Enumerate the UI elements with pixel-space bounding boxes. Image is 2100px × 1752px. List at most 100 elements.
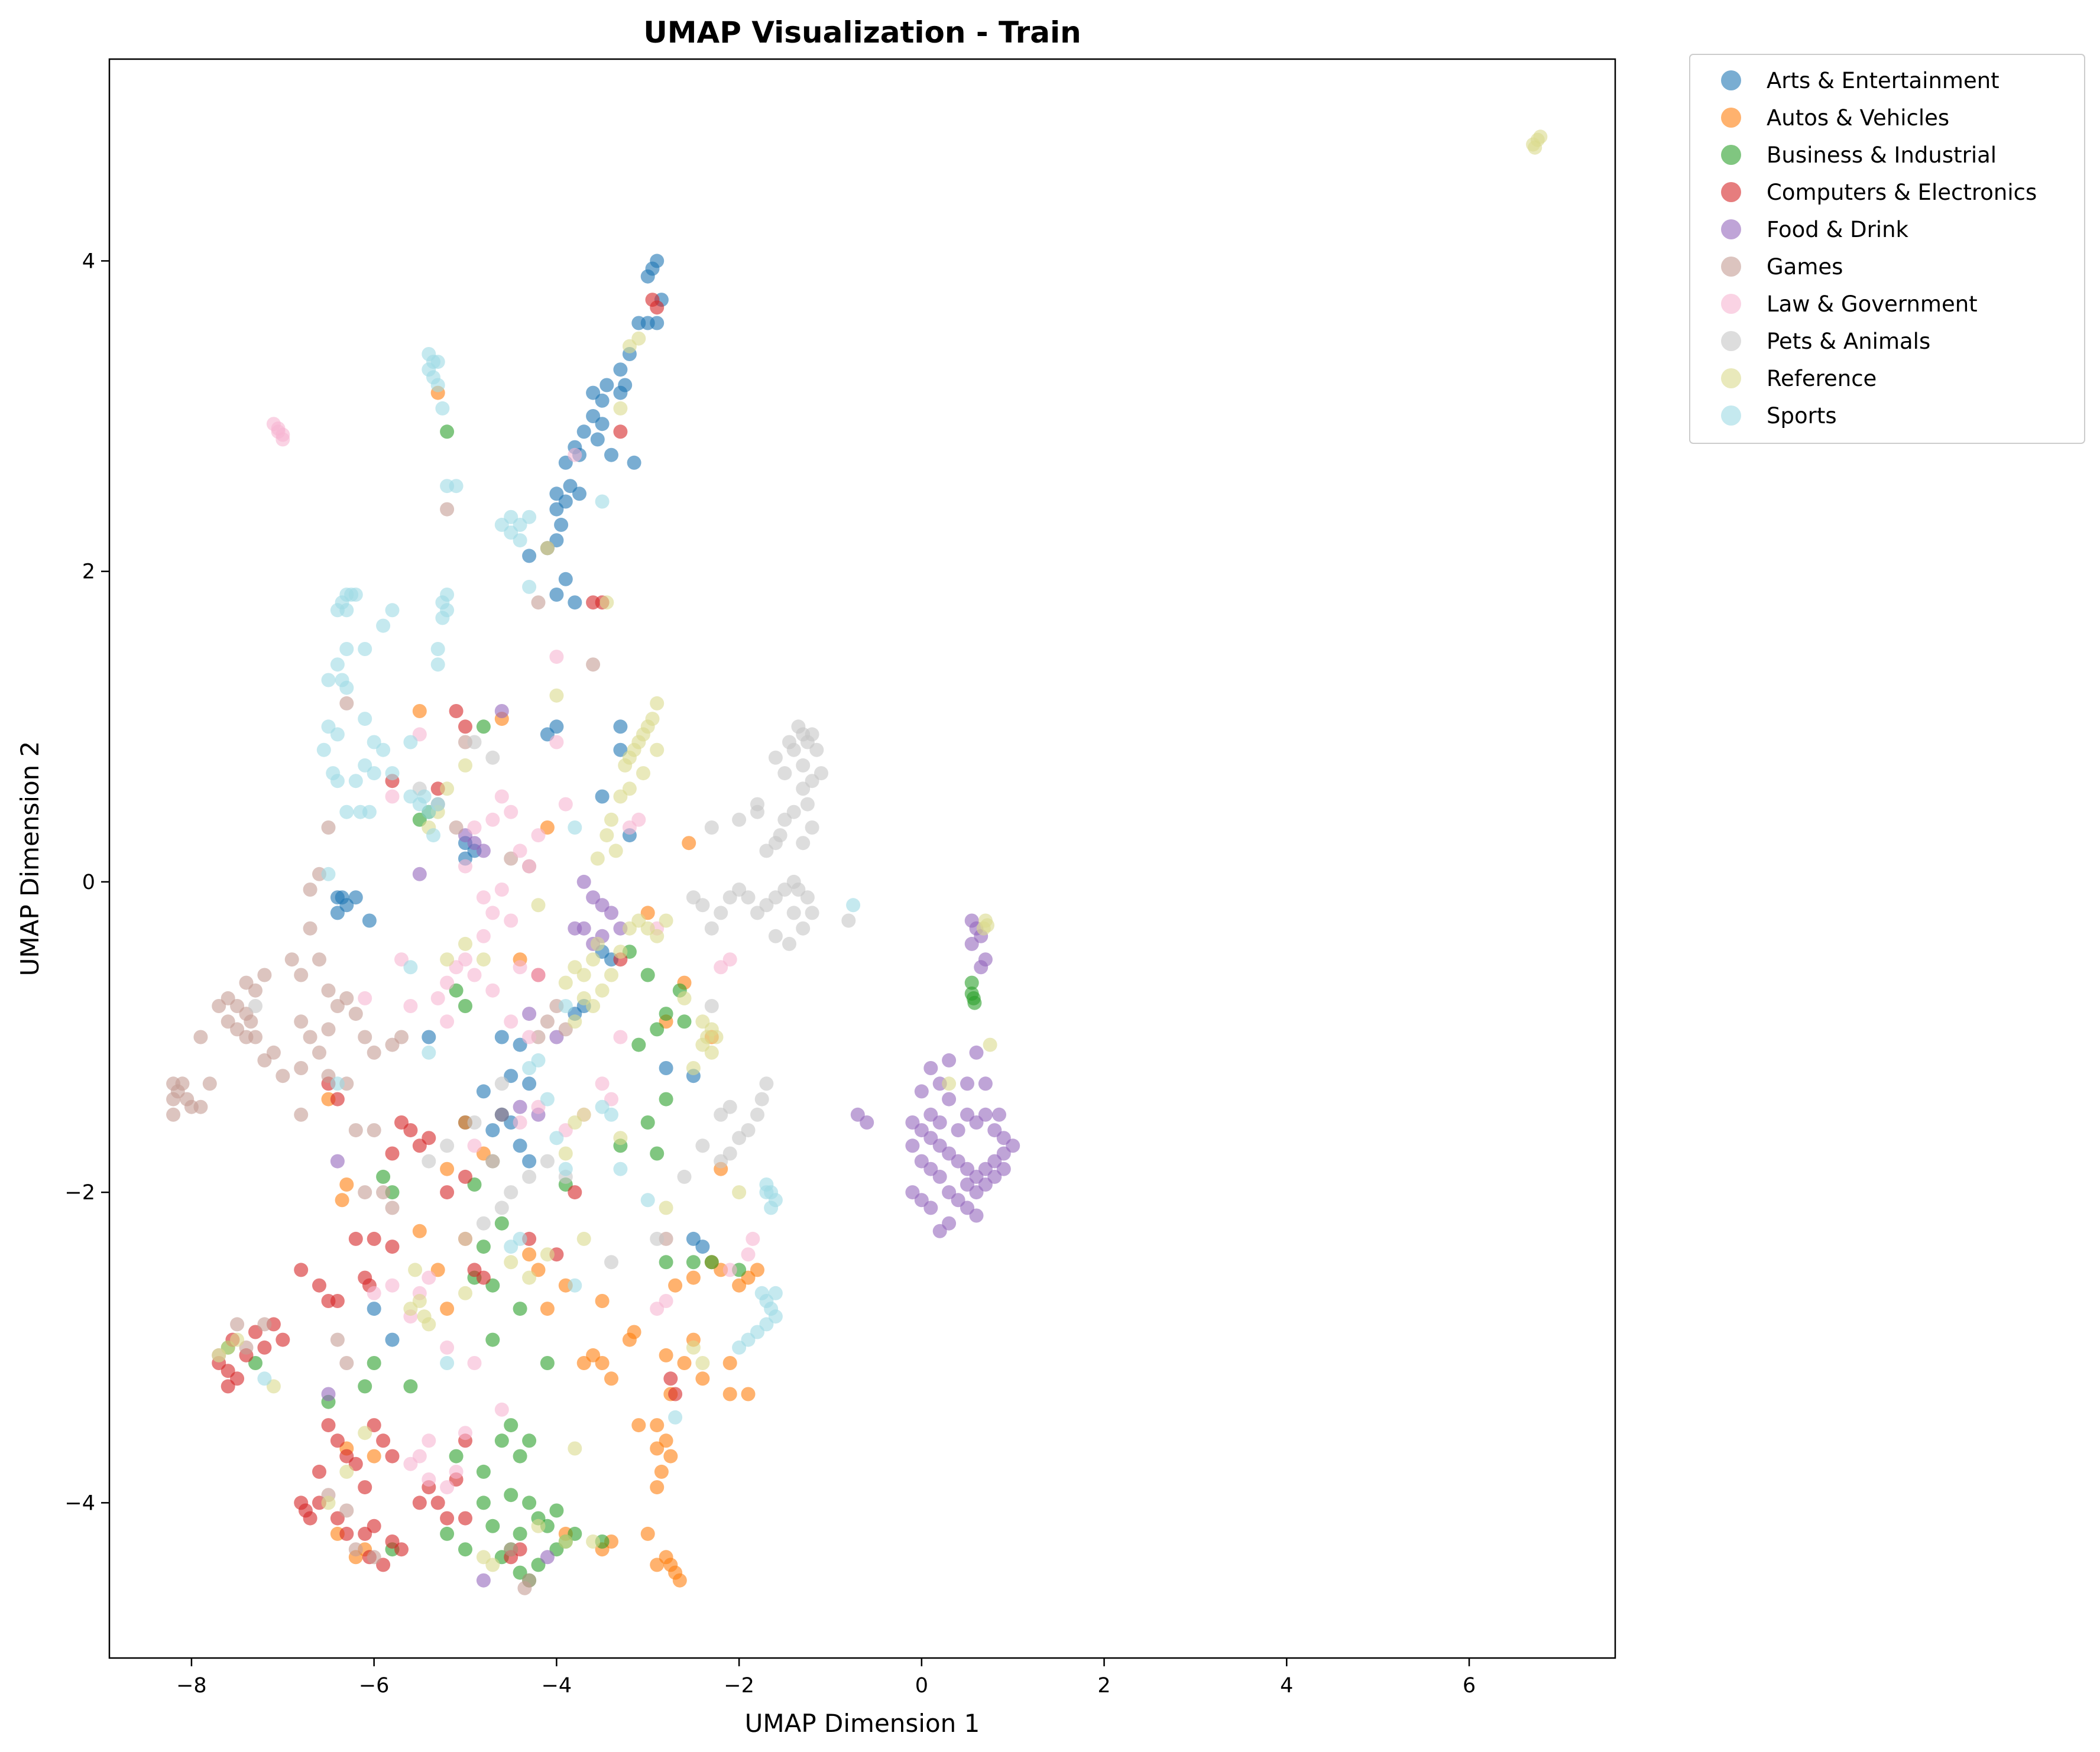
scatter-point	[750, 906, 764, 920]
scatter-point	[531, 828, 546, 843]
scatter-point	[613, 424, 628, 439]
scatter-point	[568, 1185, 582, 1200]
scatter-point	[513, 1302, 527, 1316]
plot-frame	[108, 58, 1616, 1659]
scatter-point	[686, 1340, 701, 1355]
scatter-point	[650, 1146, 665, 1161]
scatter-point	[686, 890, 701, 905]
scatter-point	[513, 1526, 527, 1541]
scatter-point	[604, 1107, 618, 1122]
scatter-point	[522, 1030, 537, 1044]
scatter-point	[568, 1278, 582, 1293]
scatter-point	[230, 1332, 245, 1347]
scatter-point	[704, 921, 719, 936]
scatter-point	[558, 975, 573, 990]
scatter-point	[430, 797, 445, 812]
scatter-point	[294, 1107, 309, 1122]
scatter-point	[440, 952, 455, 967]
scatter-point	[558, 572, 573, 586]
scatter-point	[604, 906, 618, 920]
y-tick-label: −4	[64, 1491, 95, 1515]
scatter-point	[412, 1495, 427, 1510]
scatter-point	[640, 1115, 655, 1130]
scatter-point	[677, 991, 692, 1005]
scatter-point	[572, 486, 586, 501]
scatter-point	[677, 1014, 692, 1029]
scatter-point	[330, 774, 345, 789]
scatter-point	[540, 1092, 555, 1107]
scatter-point	[1528, 140, 1542, 155]
scatter-point	[458, 1426, 472, 1440]
scatter-point	[599, 595, 614, 610]
scatter-point	[595, 983, 610, 998]
scatter-point	[622, 820, 637, 835]
scatter-point	[558, 999, 573, 1013]
scatter-point	[942, 1053, 957, 1068]
scatter-point	[440, 424, 455, 439]
legend-label: Food & Drink	[1767, 217, 1909, 242]
scatter-point	[440, 1138, 455, 1153]
scatter-point	[426, 828, 440, 843]
scatter-point	[568, 595, 582, 610]
scatter-point	[549, 735, 564, 750]
x-tick-label: 2	[1097, 1674, 1110, 1698]
scatter-point	[440, 975, 455, 990]
scatter-point	[257, 1053, 272, 1068]
scatter-point	[422, 1317, 436, 1332]
scatter-point	[650, 316, 665, 330]
scatter-point	[750, 1107, 764, 1122]
scatter-point	[412, 867, 427, 881]
scatter-point	[367, 1449, 381, 1464]
scatter-point	[358, 1426, 372, 1440]
scatter-point	[522, 510, 537, 524]
legend-marker	[1721, 108, 1741, 128]
scatter-point	[576, 1231, 591, 1246]
scatter-point	[358, 1379, 372, 1394]
scatter-point	[513, 1138, 527, 1153]
scatter-point	[974, 960, 989, 975]
scatter-point	[969, 1208, 984, 1223]
scatter-point	[750, 797, 764, 812]
scatter-point	[294, 968, 309, 982]
x-tick-label: −2	[724, 1674, 754, 1698]
scatter-point	[294, 1061, 309, 1075]
scatter-point	[303, 921, 317, 936]
scatter-point	[367, 1123, 381, 1138]
scatter-point	[276, 427, 290, 442]
scatter-point	[942, 1076, 957, 1091]
scatter-point	[385, 1332, 400, 1347]
scatter-point	[422, 1045, 436, 1060]
scatter-point	[754, 1286, 769, 1300]
scatter-point	[385, 1146, 400, 1161]
scatter-point	[805, 727, 819, 742]
scatter-point	[494, 1216, 509, 1231]
legend-label: Law & Government	[1767, 291, 1978, 317]
legend-box	[1689, 54, 2085, 444]
x-axis: −8 −6 −4 −2 0 2 4 6	[176, 1658, 1476, 1698]
scatter-point	[914, 1084, 929, 1099]
scatter-point	[257, 1371, 272, 1386]
legend-marker	[1721, 257, 1741, 277]
scatter-point	[782, 735, 796, 750]
scatter-point	[348, 1007, 363, 1021]
scatter-point	[590, 432, 605, 447]
scatter-point	[385, 1201, 400, 1215]
scatter-point	[330, 1154, 345, 1169]
scatter-point	[659, 1255, 673, 1270]
y-tick-label: 4	[82, 249, 95, 273]
scatter-point	[430, 1495, 445, 1510]
scatter-point	[485, 1154, 500, 1169]
scatter-point	[686, 1061, 701, 1075]
x-axis-label: UMAP Dimension 1	[745, 1709, 980, 1738]
scatter-point	[276, 1069, 290, 1083]
scatter-point	[613, 385, 628, 400]
scatter-point	[422, 1472, 436, 1487]
scatter-point	[695, 1371, 710, 1386]
scatter-point	[964, 987, 979, 1001]
scatter-point	[175, 1076, 190, 1091]
scatter-point	[330, 906, 345, 920]
x-tick-label: 0	[915, 1674, 928, 1698]
scatter-point	[485, 750, 500, 765]
scatter-point	[595, 789, 610, 804]
